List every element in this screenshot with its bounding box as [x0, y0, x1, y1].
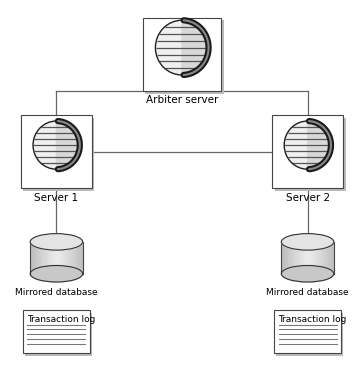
- FancyBboxPatch shape: [327, 242, 329, 274]
- FancyBboxPatch shape: [50, 242, 51, 274]
- FancyBboxPatch shape: [316, 242, 318, 274]
- FancyBboxPatch shape: [286, 242, 288, 274]
- Text: Server 1: Server 1: [34, 193, 79, 203]
- FancyBboxPatch shape: [276, 313, 344, 356]
- FancyBboxPatch shape: [74, 242, 76, 274]
- FancyBboxPatch shape: [297, 242, 299, 274]
- FancyBboxPatch shape: [65, 242, 67, 274]
- Ellipse shape: [281, 234, 334, 250]
- FancyBboxPatch shape: [288, 242, 290, 274]
- FancyBboxPatch shape: [283, 242, 285, 274]
- Text: Mirrored database: Mirrored database: [15, 288, 98, 297]
- Ellipse shape: [281, 266, 334, 282]
- FancyBboxPatch shape: [62, 242, 63, 274]
- FancyBboxPatch shape: [51, 242, 53, 274]
- FancyBboxPatch shape: [272, 116, 343, 189]
- FancyBboxPatch shape: [81, 242, 83, 274]
- FancyBboxPatch shape: [43, 242, 44, 274]
- Ellipse shape: [30, 266, 83, 282]
- FancyBboxPatch shape: [39, 242, 41, 274]
- FancyBboxPatch shape: [325, 242, 327, 274]
- FancyBboxPatch shape: [48, 242, 50, 274]
- FancyBboxPatch shape: [146, 20, 224, 94]
- FancyBboxPatch shape: [37, 242, 39, 274]
- Circle shape: [155, 20, 209, 75]
- FancyBboxPatch shape: [24, 118, 95, 191]
- FancyBboxPatch shape: [55, 242, 56, 274]
- FancyBboxPatch shape: [294, 242, 295, 274]
- Wedge shape: [155, 20, 182, 75]
- FancyBboxPatch shape: [295, 242, 297, 274]
- Wedge shape: [284, 121, 308, 169]
- FancyBboxPatch shape: [281, 242, 283, 274]
- FancyBboxPatch shape: [63, 242, 65, 274]
- FancyBboxPatch shape: [143, 18, 221, 91]
- FancyBboxPatch shape: [72, 242, 74, 274]
- FancyBboxPatch shape: [35, 242, 37, 274]
- Wedge shape: [56, 121, 80, 169]
- FancyBboxPatch shape: [323, 242, 325, 274]
- FancyBboxPatch shape: [330, 242, 332, 274]
- Wedge shape: [182, 20, 209, 75]
- FancyBboxPatch shape: [313, 242, 314, 274]
- FancyBboxPatch shape: [79, 242, 81, 274]
- FancyBboxPatch shape: [332, 242, 334, 274]
- Ellipse shape: [30, 234, 83, 250]
- FancyBboxPatch shape: [314, 242, 316, 274]
- FancyBboxPatch shape: [302, 242, 304, 274]
- FancyBboxPatch shape: [58, 242, 60, 274]
- FancyBboxPatch shape: [285, 242, 286, 274]
- FancyBboxPatch shape: [274, 310, 341, 353]
- FancyBboxPatch shape: [304, 242, 306, 274]
- FancyBboxPatch shape: [32, 242, 34, 274]
- Circle shape: [33, 121, 80, 169]
- FancyBboxPatch shape: [44, 242, 46, 274]
- FancyBboxPatch shape: [290, 242, 292, 274]
- FancyBboxPatch shape: [299, 242, 301, 274]
- FancyBboxPatch shape: [53, 242, 55, 274]
- FancyBboxPatch shape: [67, 242, 69, 274]
- FancyBboxPatch shape: [23, 310, 90, 353]
- FancyBboxPatch shape: [274, 118, 346, 191]
- FancyBboxPatch shape: [320, 242, 321, 274]
- Circle shape: [284, 121, 331, 169]
- FancyBboxPatch shape: [78, 242, 79, 274]
- FancyBboxPatch shape: [25, 313, 92, 356]
- Wedge shape: [33, 121, 56, 169]
- FancyBboxPatch shape: [69, 242, 70, 274]
- Text: Transaction log: Transaction log: [27, 315, 95, 324]
- Text: Mirrored database: Mirrored database: [266, 288, 349, 297]
- FancyBboxPatch shape: [318, 242, 320, 274]
- FancyBboxPatch shape: [21, 116, 92, 189]
- FancyBboxPatch shape: [70, 242, 72, 274]
- FancyBboxPatch shape: [301, 242, 302, 274]
- FancyBboxPatch shape: [306, 242, 308, 274]
- FancyBboxPatch shape: [308, 242, 309, 274]
- Text: Transaction log: Transaction log: [278, 315, 347, 324]
- FancyBboxPatch shape: [34, 242, 35, 274]
- FancyBboxPatch shape: [76, 242, 78, 274]
- FancyBboxPatch shape: [60, 242, 62, 274]
- FancyBboxPatch shape: [56, 242, 58, 274]
- FancyBboxPatch shape: [309, 242, 311, 274]
- FancyBboxPatch shape: [311, 242, 313, 274]
- FancyBboxPatch shape: [30, 242, 32, 274]
- FancyBboxPatch shape: [292, 242, 294, 274]
- FancyBboxPatch shape: [46, 242, 48, 274]
- FancyBboxPatch shape: [321, 242, 323, 274]
- FancyBboxPatch shape: [41, 242, 43, 274]
- Text: Server 2: Server 2: [285, 193, 330, 203]
- Text: Arbiter server: Arbiter server: [146, 96, 218, 105]
- FancyBboxPatch shape: [329, 242, 330, 274]
- Wedge shape: [308, 121, 331, 169]
